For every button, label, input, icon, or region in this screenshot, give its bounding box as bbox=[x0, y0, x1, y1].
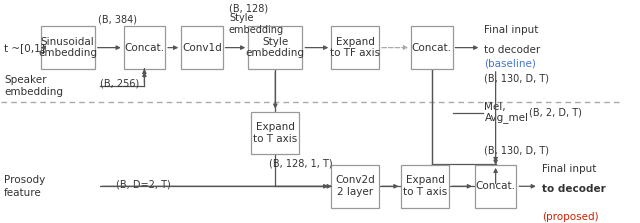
Text: Expand
to T axis: Expand to T axis bbox=[403, 176, 447, 197]
Text: Final input: Final input bbox=[484, 25, 539, 35]
Text: (B, 256): (B, 256) bbox=[100, 79, 139, 89]
Text: to decoder: to decoder bbox=[542, 184, 605, 194]
Text: (proposed): (proposed) bbox=[542, 212, 598, 222]
Text: (B, 384): (B, 384) bbox=[98, 14, 137, 24]
Text: Final input: Final input bbox=[542, 164, 596, 174]
FancyBboxPatch shape bbox=[475, 165, 516, 208]
Text: embedding: embedding bbox=[4, 87, 63, 97]
Text: embedding: embedding bbox=[229, 25, 284, 35]
Text: (B, 130, D, T): (B, 130, D, T) bbox=[484, 145, 550, 155]
Text: (B, D=2, T): (B, D=2, T) bbox=[116, 179, 170, 189]
Text: t ~[0,1]: t ~[0,1] bbox=[4, 43, 45, 53]
Text: (B, 2, D, T): (B, 2, D, T) bbox=[529, 108, 582, 118]
FancyBboxPatch shape bbox=[40, 26, 95, 69]
Text: (baseline): (baseline) bbox=[484, 58, 536, 68]
FancyBboxPatch shape bbox=[411, 26, 452, 69]
FancyBboxPatch shape bbox=[252, 112, 300, 154]
Text: feature: feature bbox=[4, 188, 42, 198]
FancyBboxPatch shape bbox=[124, 26, 165, 69]
FancyBboxPatch shape bbox=[248, 26, 303, 69]
Text: Sinusoidal
embedding: Sinusoidal embedding bbox=[38, 37, 97, 58]
Text: Concat.: Concat. bbox=[124, 43, 164, 53]
FancyBboxPatch shape bbox=[401, 165, 449, 208]
Text: Speaker: Speaker bbox=[4, 75, 46, 85]
Text: Style: Style bbox=[229, 13, 253, 23]
Text: Conv2d
2 layer: Conv2d 2 layer bbox=[335, 176, 375, 197]
Text: Prosody: Prosody bbox=[4, 175, 45, 185]
FancyBboxPatch shape bbox=[331, 26, 379, 69]
Text: (B, 130, D, T): (B, 130, D, T) bbox=[484, 73, 550, 83]
Text: Expand
to T axis: Expand to T axis bbox=[253, 122, 298, 144]
Text: (B, 128, 1, T): (B, 128, 1, T) bbox=[269, 159, 333, 169]
Text: Style
embedding: Style embedding bbox=[246, 37, 305, 58]
Text: Mel,: Mel, bbox=[484, 102, 506, 112]
FancyBboxPatch shape bbox=[181, 26, 223, 69]
Text: (B, 128): (B, 128) bbox=[229, 4, 268, 14]
Text: Concat.: Concat. bbox=[476, 181, 516, 191]
Text: to decoder: to decoder bbox=[484, 45, 541, 56]
Text: Conv1d: Conv1d bbox=[182, 43, 221, 53]
FancyBboxPatch shape bbox=[331, 165, 379, 208]
Text: Concat.: Concat. bbox=[412, 43, 452, 53]
Text: Avg_mel: Avg_mel bbox=[484, 113, 529, 124]
Text: Expand
to TF axis: Expand to TF axis bbox=[330, 37, 380, 58]
